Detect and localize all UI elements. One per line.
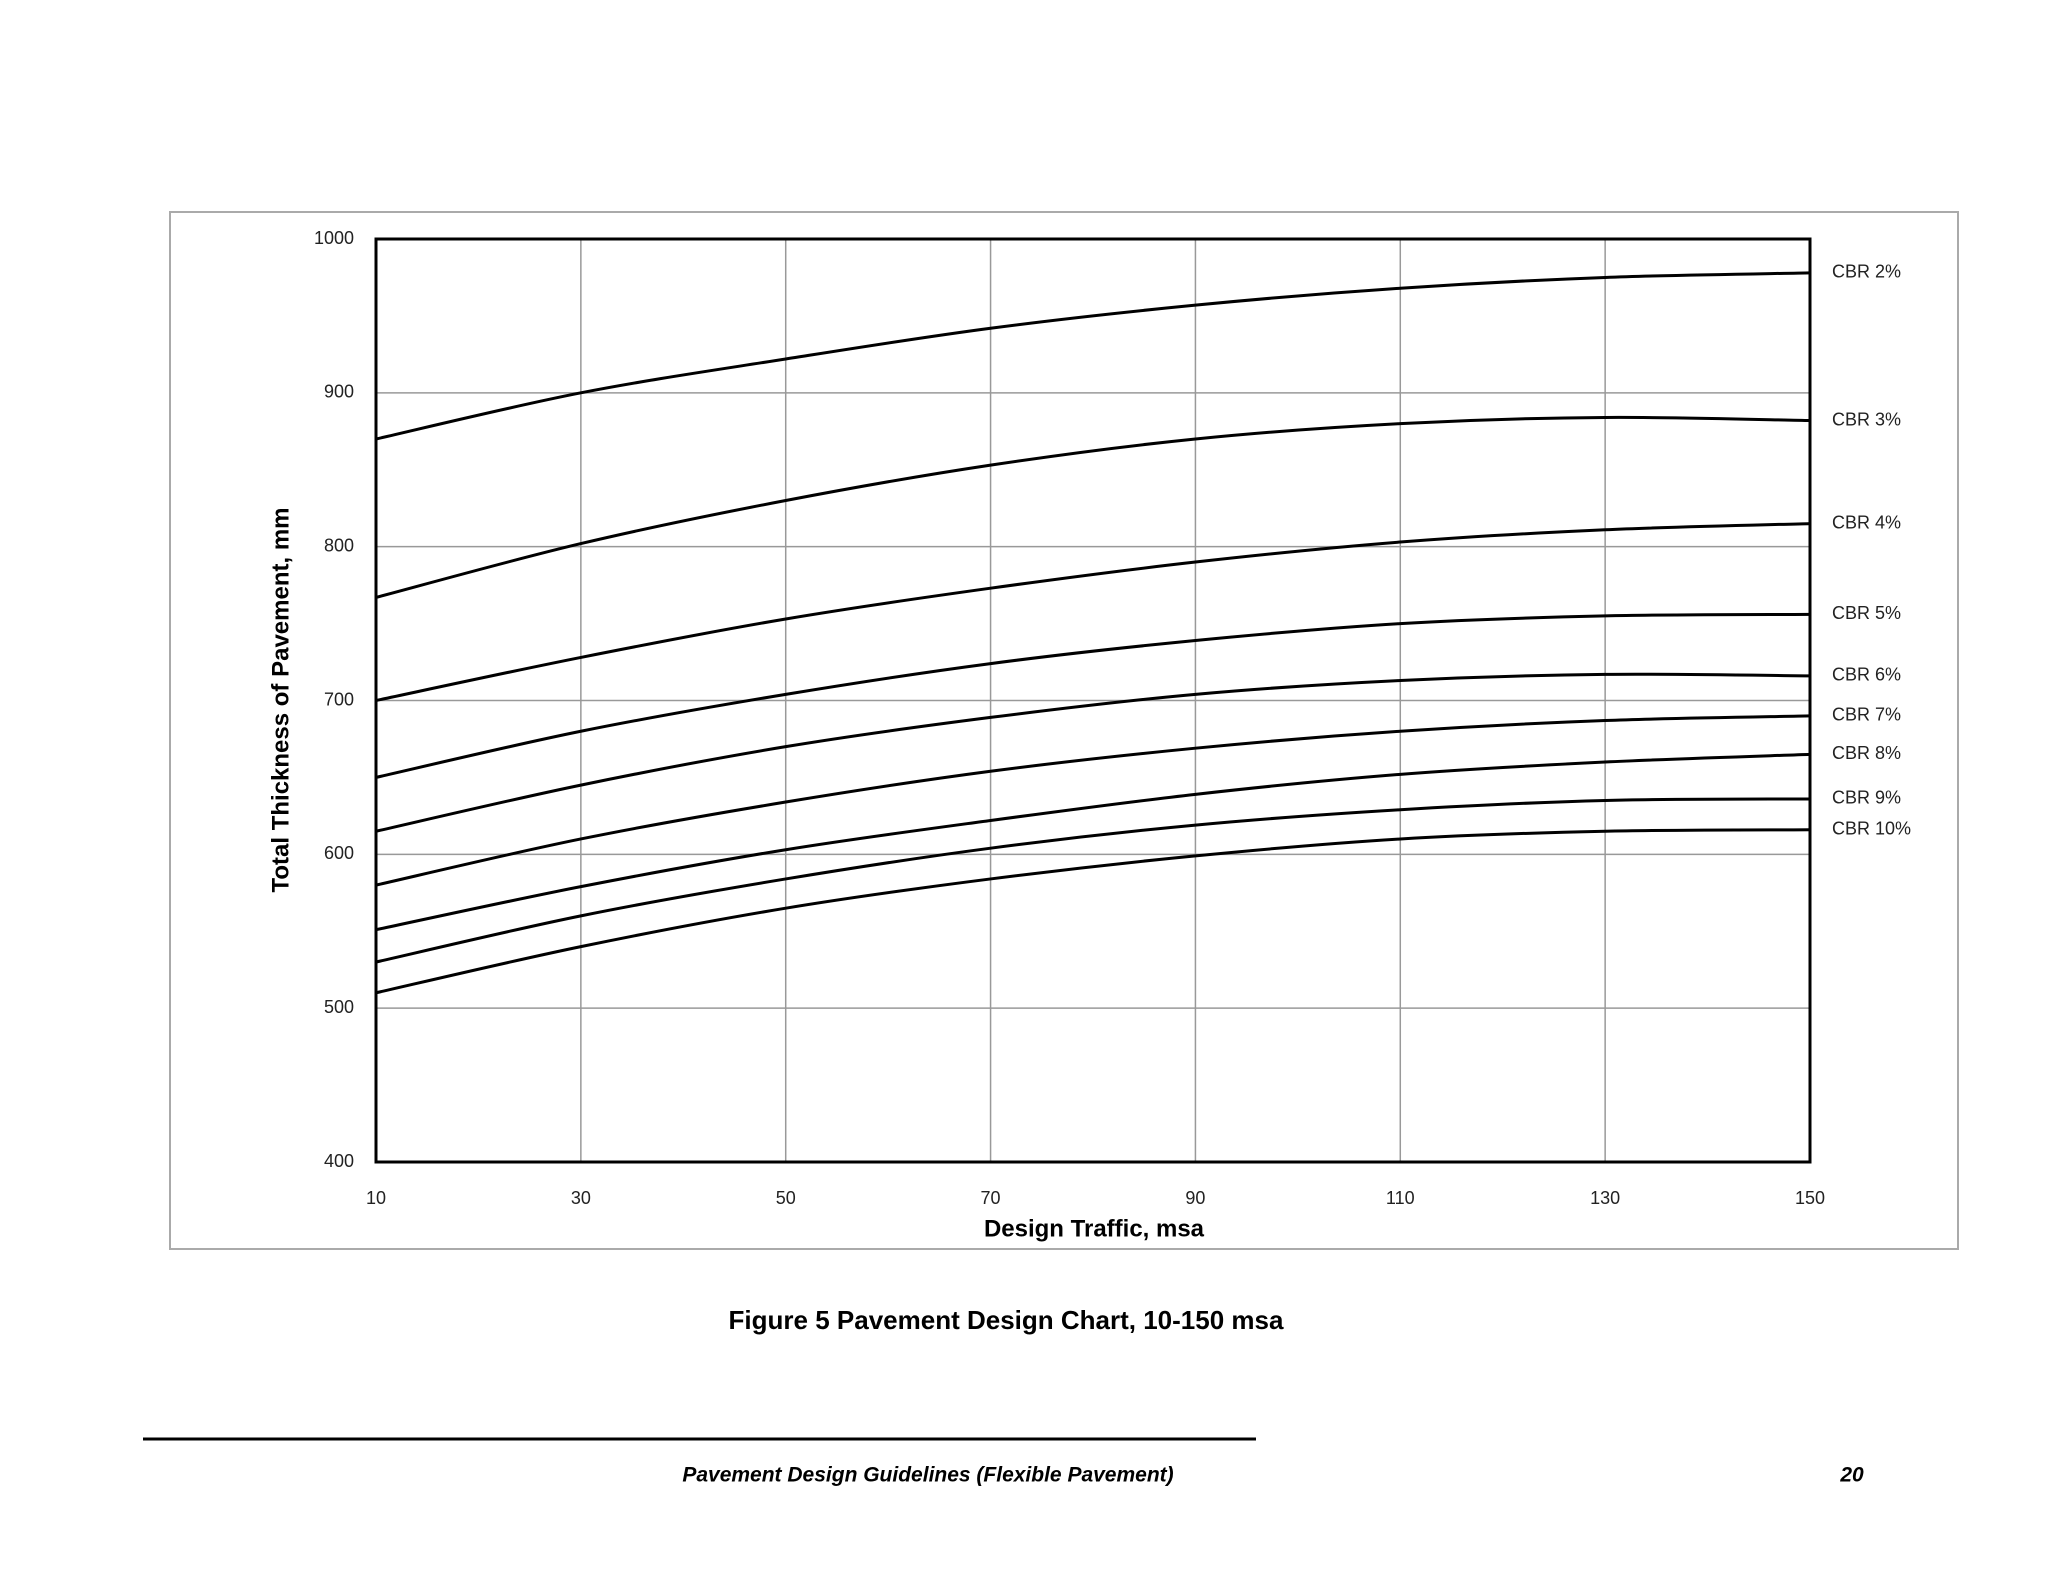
series-line	[375, 612, 1811, 779]
figure-caption: Figure 5 Pavement Design Chart, 10-150 m…	[729, 1305, 1284, 1335]
footer-text: Pavement Design Guidelines (Flexible Pav…	[682, 1464, 1173, 1487]
series-label: CBR 5%	[1832, 603, 1901, 623]
series-line	[375, 752, 1811, 932]
series-line	[375, 415, 1811, 599]
series-label: CBR 8%	[1832, 743, 1901, 763]
x-tick-label: 70	[981, 1188, 1001, 1208]
y-tick-label: 800	[324, 535, 354, 555]
x-tick-label: 130	[1590, 1188, 1620, 1208]
x-axis-title: Design Traffic, msa	[984, 1215, 1205, 1242]
y-tick-label: 900	[324, 382, 354, 402]
series-label: CBR 2%	[1832, 262, 1901, 282]
series-line	[375, 271, 1811, 441]
y-tick-label: 500	[324, 997, 354, 1017]
series-line	[375, 522, 1811, 702]
series-label: CBR 6%	[1832, 665, 1901, 685]
x-tick-label: 30	[571, 1188, 591, 1208]
page-number: 20	[1839, 1464, 1864, 1487]
x-tick-label: 90	[1185, 1188, 1205, 1208]
x-tick-label: 50	[776, 1188, 796, 1208]
series-line	[375, 797, 1811, 964]
series-label: CBR 9%	[1832, 788, 1901, 808]
series-label: CBR 3%	[1832, 409, 1901, 429]
series-label: CBR 4%	[1832, 512, 1901, 532]
series-label: CBR 7%	[1832, 705, 1901, 725]
series-line	[375, 714, 1811, 887]
y-tick-label: 600	[324, 843, 354, 863]
x-tick-label: 10	[366, 1188, 386, 1208]
chart-frame	[169, 211, 1959, 1250]
y-tick-label: 400	[324, 1151, 354, 1171]
y-axis-title: Total Thickness of Pavement, mm	[267, 508, 294, 893]
series-line	[375, 828, 1811, 995]
y-tick-label: 700	[324, 689, 354, 709]
series-label: CBR 10%	[1832, 818, 1911, 838]
x-tick-label: 150	[1795, 1188, 1825, 1208]
y-tick-label: 1000	[314, 228, 354, 248]
x-tick-label: 110	[1386, 1188, 1415, 1208]
series-line	[375, 672, 1811, 833]
